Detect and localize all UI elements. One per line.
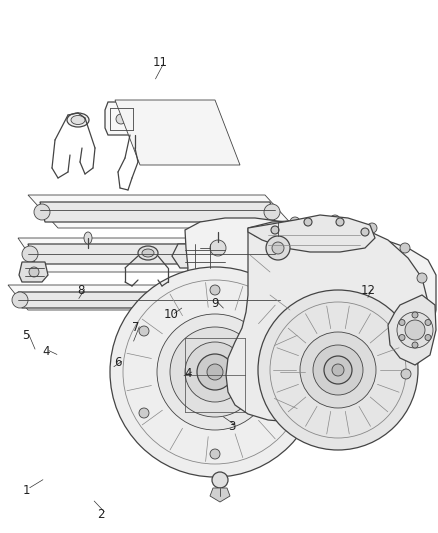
Polygon shape [388,295,436,365]
Circle shape [330,215,340,225]
Circle shape [253,227,263,237]
Circle shape [401,369,411,379]
Circle shape [405,320,425,340]
Circle shape [185,342,245,402]
Circle shape [272,242,284,254]
Text: 2: 2 [97,508,105,521]
Polygon shape [19,262,48,282]
Circle shape [423,307,433,317]
Circle shape [415,343,425,353]
Circle shape [332,364,344,376]
Polygon shape [210,488,230,502]
Polygon shape [115,100,240,165]
Circle shape [210,449,220,459]
Circle shape [210,285,220,295]
Polygon shape [18,238,295,272]
Circle shape [290,217,300,227]
Polygon shape [170,218,436,432]
Circle shape [266,236,290,260]
Circle shape [336,218,344,226]
Circle shape [271,226,279,234]
Polygon shape [105,102,140,135]
Text: 1: 1 [22,484,30,497]
Text: 4: 4 [42,345,50,358]
Ellipse shape [67,113,89,127]
Text: 8: 8 [78,284,85,297]
Circle shape [417,273,427,283]
Circle shape [400,243,410,253]
Circle shape [170,327,260,417]
Circle shape [29,267,39,277]
Polygon shape [28,195,295,228]
Text: 10: 10 [163,308,178,321]
Circle shape [264,246,280,262]
Circle shape [207,364,223,380]
Circle shape [258,290,418,450]
Circle shape [139,408,149,418]
Text: 12: 12 [360,284,375,297]
Text: 6: 6 [114,356,122,369]
Text: 4: 4 [184,367,192,379]
Ellipse shape [138,246,158,260]
Circle shape [139,326,149,336]
Circle shape [270,292,286,308]
Text: 11: 11 [152,56,167,69]
Circle shape [110,267,320,477]
Circle shape [34,204,50,220]
Circle shape [412,342,418,348]
Circle shape [313,345,363,395]
Ellipse shape [71,116,85,125]
Circle shape [281,408,291,418]
Circle shape [210,240,226,256]
Circle shape [212,472,228,488]
Text: 3: 3 [229,420,236,433]
Polygon shape [40,202,275,222]
Circle shape [157,314,273,430]
Circle shape [264,204,280,220]
Circle shape [304,218,312,226]
Circle shape [397,312,433,348]
Ellipse shape [191,250,209,262]
Polygon shape [172,244,232,268]
Circle shape [425,335,431,341]
Polygon shape [18,292,280,308]
Circle shape [361,228,369,236]
Circle shape [300,332,376,408]
Circle shape [425,319,431,326]
Text: 7: 7 [132,321,140,334]
Circle shape [412,312,418,318]
Circle shape [399,319,405,326]
Ellipse shape [214,226,222,238]
Text: 5: 5 [22,329,29,342]
Circle shape [281,326,291,336]
Circle shape [399,335,405,341]
Ellipse shape [142,249,154,257]
Circle shape [197,354,233,390]
Polygon shape [28,244,275,264]
Text: 9: 9 [211,297,219,310]
Circle shape [367,223,377,233]
Polygon shape [226,220,428,422]
Polygon shape [8,285,290,310]
Circle shape [116,114,126,124]
Circle shape [12,292,28,308]
Polygon shape [248,215,375,252]
Ellipse shape [84,232,92,244]
Circle shape [22,246,38,262]
Circle shape [324,356,352,384]
